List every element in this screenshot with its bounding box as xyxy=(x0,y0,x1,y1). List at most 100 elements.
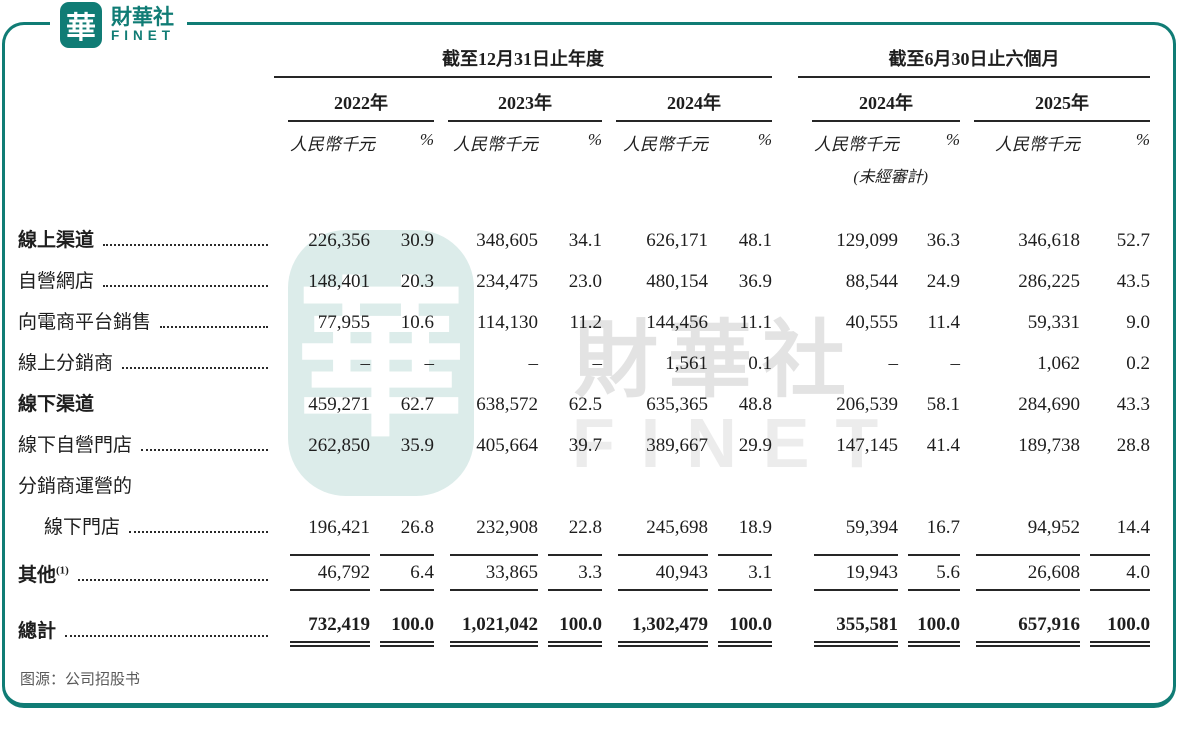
pct-cell: 48.8 xyxy=(708,379,772,420)
year-header: 2025年 xyxy=(960,78,1150,122)
row-label-cell: 線上渠道 xyxy=(18,215,274,256)
year-label: 2025年 xyxy=(974,89,1150,122)
cell-text: 346,618 xyxy=(1018,230,1080,251)
pct-label: % xyxy=(757,130,772,149)
cell-text: 129,099 xyxy=(836,230,898,251)
cell-text: 29.9 xyxy=(738,435,772,456)
value-cell: 196,421 xyxy=(274,502,370,543)
pct-cell: 3.1 xyxy=(708,543,772,591)
row-label-cell: 自營網店 xyxy=(18,256,274,297)
cell-text: 36.9 xyxy=(738,271,772,292)
pct-cell: 100.0 xyxy=(370,591,434,647)
pct-cell: 10.6 xyxy=(370,297,434,338)
value-cell: – xyxy=(798,338,899,379)
cell-text: 4.0 xyxy=(1090,554,1150,591)
pct-cell: 11.2 xyxy=(538,297,602,338)
cell-text: 48.8 xyxy=(738,394,772,415)
pct-cell: 100.0 xyxy=(1080,591,1150,647)
six-month-group-header: 截至6月30日止六個月 xyxy=(798,42,1150,78)
pct-cell: – xyxy=(538,338,603,379)
cell-text: 11.1 xyxy=(739,312,772,333)
cell-text: 245,698 xyxy=(646,517,708,538)
row-label: 線上分銷商 xyxy=(18,348,274,379)
pct-header: % xyxy=(898,122,960,187)
row-label-cell: 線下渠道 xyxy=(18,379,274,420)
value-cell: 480,154 xyxy=(602,256,708,297)
table-row: 線上渠道 226,356 30.9 348,605 34.1 626,171 48.1 129… xyxy=(18,215,1150,256)
value-cell: 206,539 xyxy=(798,379,898,420)
cell-text: 43.3 xyxy=(1116,394,1150,415)
pct-cell: 23.0 xyxy=(538,256,602,297)
group-gap xyxy=(772,215,798,256)
cell-text: 100.0 xyxy=(548,614,602,647)
pct-label: % xyxy=(587,130,602,149)
year-header: 2022年 xyxy=(274,78,434,122)
cell-text: 100.0 xyxy=(718,614,772,647)
pct-label: % xyxy=(945,130,960,149)
dot-leader xyxy=(77,579,268,581)
value-cell: 262,850 xyxy=(274,420,370,461)
cell-text: 284,690 xyxy=(1018,394,1080,415)
cell-text: 59,331 xyxy=(1027,312,1080,333)
cell-text: 10.6 xyxy=(400,312,434,333)
row-label-cell: 分銷商運營的 xyxy=(18,461,274,502)
year-header-row: 2022年 2023年 2024年 2024年 2025年 xyxy=(18,78,1150,122)
row-label: 線下門店 xyxy=(18,512,274,543)
unit-header: 人民幣千元 (未經審計) xyxy=(798,122,928,187)
cell-text: 0.2 xyxy=(1126,353,1150,374)
group-header-row: 截至12月31日止年度 截至6月30日止六個月 xyxy=(18,42,1150,78)
unit-header: 人民幣千元 xyxy=(602,122,708,187)
table-row: 分銷商運營的 xyxy=(18,461,1150,502)
row-label-text: 向電商平台銷售 xyxy=(18,312,152,333)
row-label: 其他(1) xyxy=(18,560,274,591)
teal-border-frame xyxy=(2,22,1176,708)
cell-text: 147,145 xyxy=(836,435,898,456)
year-header: 2024年 xyxy=(798,78,960,122)
cell-text: 405,664 xyxy=(476,435,538,456)
cell-text: 100.0 xyxy=(1090,614,1150,647)
value-cell: 389,667 xyxy=(602,420,708,461)
cell-text: 26.8 xyxy=(400,517,434,538)
unit-label: 人民幣千元 xyxy=(995,135,1080,154)
year-label: 2022年 xyxy=(288,89,434,122)
pct-label: % xyxy=(419,130,434,149)
pct-cell: 58.1 xyxy=(898,379,960,420)
value-cell: 1,021,042 xyxy=(434,591,538,647)
group-gap xyxy=(772,122,798,187)
value-cell: – xyxy=(274,338,371,379)
dot-leader xyxy=(129,531,268,533)
pct-cell xyxy=(370,461,434,502)
value-cell: 46,792 xyxy=(274,543,370,591)
cell-text: 638,572 xyxy=(476,394,538,415)
row-label-cell: 線下自營門店 xyxy=(18,420,274,461)
pct-cell: 16.7 xyxy=(898,502,960,543)
pct-cell: 18.9 xyxy=(708,502,772,543)
row-label-text: 自營網店 xyxy=(18,271,95,292)
value-cell: 144,456 xyxy=(602,297,708,338)
value-cell: 234,475 xyxy=(434,256,538,297)
cell-text: 389,667 xyxy=(646,435,708,456)
value-cell: 1,062 xyxy=(960,338,1080,379)
pct-cell: 36.9 xyxy=(708,256,772,297)
unit-header-row: 人民幣千元% 人民幣千元% 人民幣千元% 人民幣千元 (未經審計)% 人民幣千元% xyxy=(18,122,1150,187)
cell-text: 234,475 xyxy=(476,271,538,292)
group-gap xyxy=(772,256,798,297)
pct-cell: 29.9 xyxy=(708,420,772,461)
cell-text: 196,421 xyxy=(308,517,370,538)
value-cell: 147,145 xyxy=(798,420,898,461)
pct-cell: 20.3 xyxy=(370,256,434,297)
cell-text: 33,865 xyxy=(450,554,538,591)
pct-cell: 30.9 xyxy=(370,215,434,256)
label-column-header xyxy=(18,122,274,187)
value-cell: 189,738 xyxy=(960,420,1080,461)
table-row: 向電商平台銷售 77,955 10.6 114,130 11.2 144,456 11.1 4… xyxy=(18,297,1150,338)
value-cell: 626,171 xyxy=(602,215,708,256)
pct-cell: 100.0 xyxy=(538,591,602,647)
value-cell: 26,608 xyxy=(960,543,1080,591)
cell-text: 0.1 xyxy=(748,353,772,374)
row-label-text: 分銷商運營的 xyxy=(18,476,133,497)
table-row: 線下門店 196,421 26.8 232,908 22.8 245,698 18.9 59,… xyxy=(18,502,1150,543)
cell-text: 22.8 xyxy=(568,517,602,538)
unit-label: 人民幣千元 xyxy=(290,135,375,154)
